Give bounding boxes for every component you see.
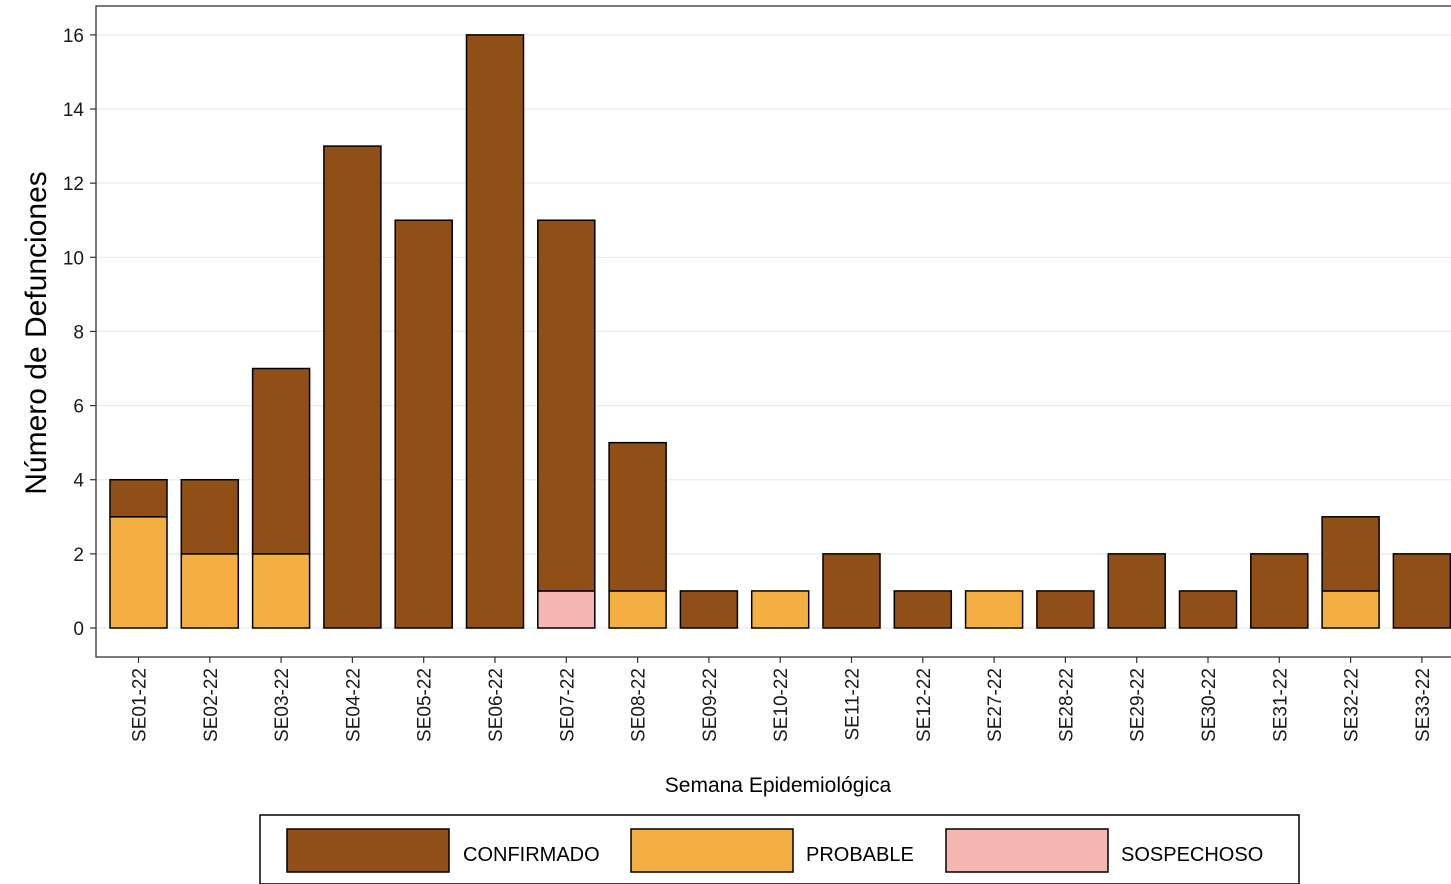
y-axis-title: Número de Defunciones [20, 171, 53, 495]
legend-key-confirmado [286, 828, 450, 873]
bar-confirmado [465, 34, 525, 629]
y-tick-label: 12 [63, 174, 84, 195]
x-tick-label: SE31-22 [1270, 668, 1291, 742]
bar-confirmado [109, 478, 168, 518]
bar-probable [180, 553, 240, 629]
bar-confirmado [1036, 590, 1095, 629]
bar-probable [1321, 590, 1380, 629]
x-axis: SE01-22 SE02-22 SE03-22 SE04-22 SE05-22 SE06-… [130, 657, 1434, 742]
x-tick-label: SE10-22 [771, 668, 792, 742]
legend-label-sospechoso: SOSPECHOSO [1121, 844, 1263, 866]
bar-confirmado [394, 219, 453, 629]
y-axis: 0 2 4 6 8 10 12 14 16 [63, 26, 96, 640]
bar-confirmado [822, 553, 881, 629]
x-tick-label: SE02-22 [201, 668, 222, 742]
bar-confirmado [1321, 516, 1380, 592]
bar-confirmado [893, 590, 953, 629]
bar-probable [608, 590, 667, 629]
grid-lines [96, 34, 1451, 629]
x-tick-label: SE08-22 [629, 668, 650, 742]
bar-probable [964, 590, 1024, 629]
bar-confirmado [1178, 590, 1238, 629]
y-tick-label: 6 [73, 397, 84, 418]
x-tick-label: SE11-22 [843, 668, 864, 741]
x-tick-label: SE29-22 [1128, 668, 1149, 742]
x-tick-label: SE27-22 [985, 668, 1006, 742]
bar-confirmado [537, 219, 596, 592]
x-tick-label: SE03-22 [272, 668, 293, 742]
x-tick-label: SE06-22 [486, 668, 507, 742]
x-tick-label: SE01-22 [130, 668, 151, 742]
bar-confirmado [679, 590, 739, 629]
legend-label-confirmado: CONFIRMADO [463, 844, 600, 866]
bar-probable [750, 590, 810, 629]
x-tick-label: SE12-22 [914, 668, 935, 742]
bar-confirmado [251, 367, 311, 555]
y-tick-label: 10 [63, 248, 84, 269]
bars [109, 34, 1451, 629]
bar-confirmado [1392, 553, 1451, 629]
x-tick-label: SE32-22 [1342, 668, 1363, 742]
x-tick-label: SE33-22 [1413, 668, 1434, 742]
y-tick-label: 2 [73, 545, 84, 566]
legend: CONFIRMADO PROBABLE SOSPECHOSO [259, 814, 1300, 884]
bar-confirmado [608, 441, 667, 592]
x-tick-label: SE28-22 [1056, 668, 1077, 742]
x-tick-label: SE05-22 [415, 668, 436, 742]
x-tick-label: SE04-22 [343, 668, 364, 742]
bar-confirmado [1250, 553, 1309, 629]
y-tick-label: 8 [73, 322, 84, 343]
y-tick-label: 4 [73, 471, 84, 492]
x-tick-label: SE09-22 [700, 668, 721, 742]
y-tick-label: 16 [63, 26, 84, 47]
legend-key-probable [630, 828, 794, 873]
bar-confirmado [1107, 553, 1166, 629]
bar-probable [109, 516, 168, 629]
y-tick-label: 14 [63, 100, 85, 121]
bar-sospechoso [537, 590, 596, 629]
x-axis-title: Semana Epidemiológica [665, 774, 892, 797]
y-tick-label: 0 [73, 619, 84, 640]
x-tick-label: SE30-22 [1199, 668, 1220, 742]
legend-key-sospechoso [945, 828, 1109, 873]
bar-probable [251, 553, 311, 629]
bar-confirmado [323, 145, 382, 629]
legend-label-probable: PROBABLE [806, 844, 914, 866]
x-tick-label: SE07-22 [557, 668, 578, 742]
bar-confirmado [180, 478, 240, 555]
